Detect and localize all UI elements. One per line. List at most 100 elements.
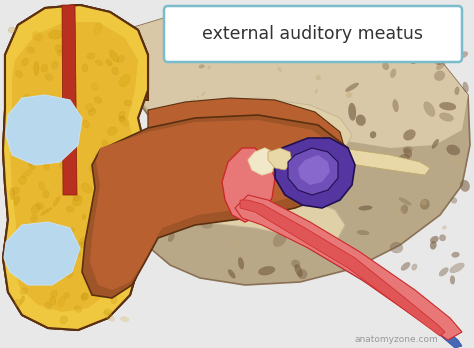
Ellipse shape bbox=[94, 97, 102, 103]
Ellipse shape bbox=[64, 293, 70, 298]
Ellipse shape bbox=[46, 74, 53, 80]
Ellipse shape bbox=[450, 276, 455, 284]
Polygon shape bbox=[3, 5, 148, 330]
Ellipse shape bbox=[95, 153, 103, 159]
Ellipse shape bbox=[295, 264, 302, 277]
Ellipse shape bbox=[41, 208, 52, 215]
Ellipse shape bbox=[109, 50, 118, 62]
Ellipse shape bbox=[284, 172, 292, 183]
Ellipse shape bbox=[83, 120, 89, 128]
Polygon shape bbox=[6, 95, 82, 165]
Ellipse shape bbox=[18, 176, 27, 184]
Ellipse shape bbox=[399, 154, 410, 164]
Polygon shape bbox=[62, 5, 77, 195]
Ellipse shape bbox=[232, 239, 238, 247]
Ellipse shape bbox=[29, 159, 37, 165]
Ellipse shape bbox=[132, 143, 138, 151]
Ellipse shape bbox=[401, 205, 408, 214]
Ellipse shape bbox=[49, 298, 56, 306]
Ellipse shape bbox=[430, 236, 438, 243]
Ellipse shape bbox=[44, 136, 48, 145]
Ellipse shape bbox=[243, 144, 254, 156]
Ellipse shape bbox=[120, 167, 126, 175]
Ellipse shape bbox=[309, 225, 322, 233]
Ellipse shape bbox=[323, 227, 328, 235]
Ellipse shape bbox=[121, 172, 127, 180]
Ellipse shape bbox=[211, 250, 218, 256]
Ellipse shape bbox=[33, 32, 42, 41]
Ellipse shape bbox=[459, 52, 468, 58]
Ellipse shape bbox=[253, 98, 260, 106]
Ellipse shape bbox=[194, 219, 201, 224]
Ellipse shape bbox=[73, 249, 80, 257]
Ellipse shape bbox=[239, 153, 252, 161]
Polygon shape bbox=[90, 120, 342, 290]
Ellipse shape bbox=[52, 61, 58, 69]
Ellipse shape bbox=[46, 132, 55, 135]
Ellipse shape bbox=[87, 53, 95, 59]
Ellipse shape bbox=[22, 94, 31, 104]
Ellipse shape bbox=[119, 116, 125, 121]
Ellipse shape bbox=[356, 115, 365, 126]
Ellipse shape bbox=[10, 188, 15, 200]
Ellipse shape bbox=[103, 196, 109, 204]
Ellipse shape bbox=[204, 40, 208, 45]
Ellipse shape bbox=[39, 182, 45, 190]
Ellipse shape bbox=[199, 65, 204, 68]
Ellipse shape bbox=[406, 48, 418, 60]
Ellipse shape bbox=[370, 132, 376, 138]
Ellipse shape bbox=[404, 148, 412, 157]
Ellipse shape bbox=[81, 293, 87, 301]
Ellipse shape bbox=[450, 263, 465, 273]
Ellipse shape bbox=[162, 152, 167, 156]
Ellipse shape bbox=[116, 285, 124, 291]
Ellipse shape bbox=[20, 296, 25, 303]
Ellipse shape bbox=[48, 30, 63, 39]
Polygon shape bbox=[10, 22, 138, 312]
Ellipse shape bbox=[395, 210, 404, 216]
Ellipse shape bbox=[301, 171, 304, 175]
Ellipse shape bbox=[439, 268, 448, 276]
Ellipse shape bbox=[95, 60, 103, 65]
Ellipse shape bbox=[58, 296, 65, 308]
Polygon shape bbox=[240, 200, 445, 336]
Ellipse shape bbox=[124, 100, 132, 106]
Ellipse shape bbox=[403, 130, 415, 140]
Ellipse shape bbox=[103, 253, 110, 259]
Ellipse shape bbox=[277, 67, 282, 72]
Ellipse shape bbox=[21, 169, 33, 178]
Ellipse shape bbox=[269, 37, 279, 47]
Ellipse shape bbox=[118, 56, 125, 62]
Ellipse shape bbox=[190, 119, 201, 126]
Ellipse shape bbox=[451, 198, 457, 203]
Text: anatomyzone.com: anatomyzone.com bbox=[355, 335, 439, 345]
Ellipse shape bbox=[49, 235, 57, 241]
Ellipse shape bbox=[18, 108, 28, 116]
Ellipse shape bbox=[245, 110, 249, 116]
Ellipse shape bbox=[396, 166, 401, 169]
Polygon shape bbox=[118, 10, 470, 285]
Ellipse shape bbox=[126, 212, 134, 218]
Ellipse shape bbox=[104, 309, 112, 315]
Ellipse shape bbox=[437, 60, 446, 70]
Ellipse shape bbox=[348, 103, 356, 120]
Ellipse shape bbox=[208, 65, 211, 70]
Ellipse shape bbox=[27, 47, 35, 53]
Ellipse shape bbox=[308, 39, 316, 48]
Ellipse shape bbox=[34, 62, 39, 75]
Ellipse shape bbox=[419, 199, 427, 205]
Ellipse shape bbox=[133, 256, 141, 262]
Ellipse shape bbox=[14, 243, 20, 251]
Ellipse shape bbox=[28, 103, 36, 109]
Ellipse shape bbox=[54, 197, 60, 206]
Ellipse shape bbox=[74, 306, 82, 313]
Ellipse shape bbox=[43, 190, 49, 198]
Ellipse shape bbox=[22, 58, 28, 66]
Text: external auditory meatus: external auditory meatus bbox=[202, 25, 423, 43]
Ellipse shape bbox=[399, 198, 411, 205]
Ellipse shape bbox=[44, 246, 50, 254]
Ellipse shape bbox=[105, 157, 115, 163]
Ellipse shape bbox=[119, 74, 130, 87]
Ellipse shape bbox=[273, 232, 286, 247]
Ellipse shape bbox=[108, 127, 117, 135]
